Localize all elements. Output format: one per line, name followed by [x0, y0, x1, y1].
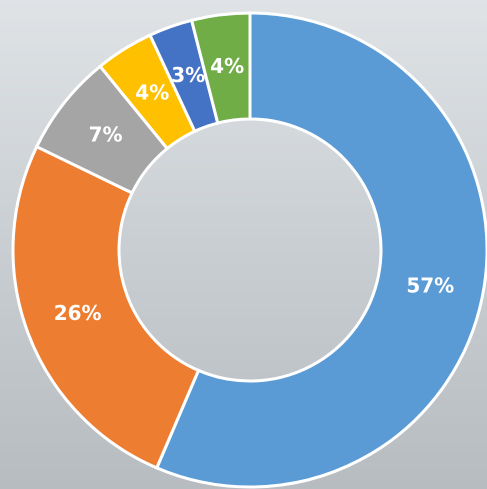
data-label: 57% — [406, 273, 454, 297]
data-label: 26% — [54, 301, 102, 325]
data-label: 7% — [89, 122, 123, 146]
data-label: 4% — [210, 54, 244, 78]
data-label: 4% — [135, 81, 169, 105]
donut-segment — [11, 144, 201, 470]
data-label: 3% — [171, 63, 205, 87]
donut-segment — [154, 11, 487, 489]
donut-segment — [189, 11, 252, 125]
